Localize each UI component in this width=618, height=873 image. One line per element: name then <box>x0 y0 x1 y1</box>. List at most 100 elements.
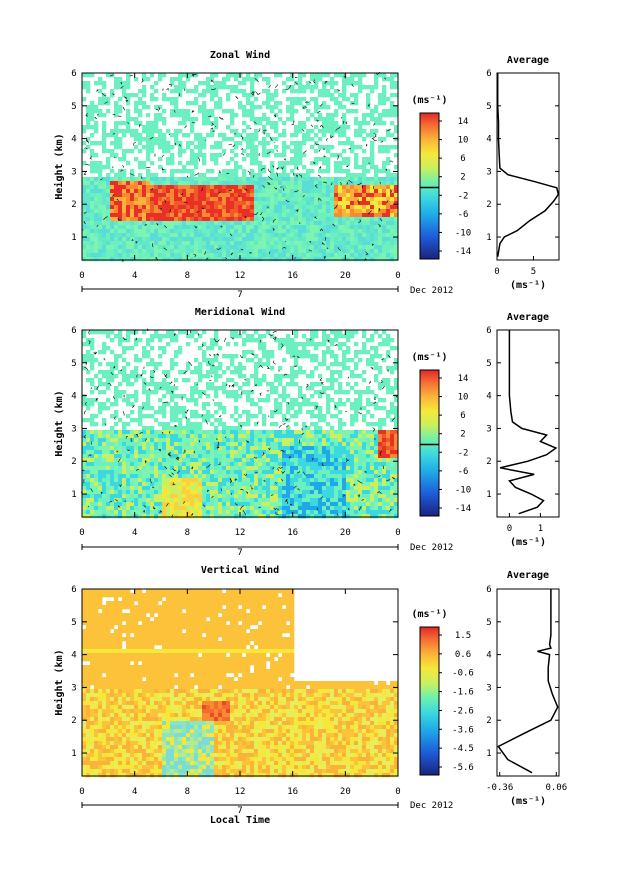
heatmap-cell <box>118 466 123 471</box>
heatmap-cell <box>142 101 147 106</box>
heatmap-cell <box>194 486 199 491</box>
heatmap-cell <box>226 470 231 475</box>
heatmap-cell <box>394 253 399 258</box>
heatmap-cell <box>190 386 195 391</box>
heatmap-cell <box>326 189 331 194</box>
heatmap-cell <box>286 502 291 507</box>
heatmap-cell <box>190 229 195 234</box>
heatmap-cell <box>130 434 135 439</box>
heatmap-cell <box>262 466 267 471</box>
heatmap-cell <box>238 438 243 443</box>
heatmap-cell <box>198 81 203 86</box>
heatmap-cell <box>202 390 207 395</box>
heatmap-cell <box>94 81 99 86</box>
heatmap-cell <box>158 482 163 487</box>
heatmap-cell <box>214 241 219 246</box>
heatmap-cell <box>178 346 183 351</box>
heatmap-cells <box>82 73 399 262</box>
heatmap-cell <box>118 193 123 198</box>
heatmap-cell <box>110 506 115 511</box>
heatmap-cell <box>258 121 263 126</box>
heatmap-cell <box>150 442 155 447</box>
heatmap-cell <box>110 205 115 210</box>
heatmap-cell <box>234 474 239 479</box>
heatmap-cell <box>302 354 307 359</box>
heatmap-cell <box>266 229 271 234</box>
heatmap-cell <box>254 145 259 150</box>
heatmap-cell <box>82 85 87 90</box>
heatmap-cell <box>134 253 139 258</box>
heatmap-cell <box>102 422 107 427</box>
heatmap-cell <box>222 213 227 218</box>
heatmap-cell <box>178 494 183 499</box>
heatmap-cell <box>310 358 315 363</box>
heatmap-cell <box>98 185 103 190</box>
heatmap-cell <box>126 237 131 242</box>
heatmap-cell <box>298 454 303 459</box>
heatmap-cell <box>90 474 95 479</box>
heatmap-cell <box>318 221 323 226</box>
heatmap-cell <box>318 93 323 98</box>
heatmap-cell <box>86 145 91 150</box>
heatmap-cell <box>86 474 91 479</box>
heatmap-cell <box>114 109 119 114</box>
heatmap-cell <box>134 330 139 335</box>
heatmap-cell <box>162 510 167 515</box>
heatmap-cell <box>130 217 135 222</box>
heatmap-cell <box>178 257 183 262</box>
heatmap-cell <box>270 177 275 182</box>
heatmap-cell <box>94 438 99 443</box>
heatmap-cell <box>178 113 183 118</box>
heatmap-cell <box>254 366 259 371</box>
heatmap-cell <box>150 221 155 226</box>
heatmap-cell <box>282 506 287 511</box>
heatmap-cell <box>202 193 207 198</box>
heatmap-cell <box>386 253 391 258</box>
heatmap-cell <box>354 81 359 86</box>
heatmap-cell <box>114 354 119 359</box>
heatmap-cell <box>350 197 355 202</box>
heatmap-cell <box>138 338 143 343</box>
heatmap-cell <box>94 510 99 515</box>
heatmap-cell <box>330 233 335 238</box>
heatmap-cell <box>210 133 215 138</box>
heatmap-cell <box>174 446 179 451</box>
heatmap-cell <box>126 197 131 202</box>
heatmap-cell <box>154 225 159 230</box>
heatmap-cell <box>378 257 383 262</box>
heatmap-cell <box>370 157 375 162</box>
heatmap-cell <box>186 189 191 194</box>
heatmap-cell <box>90 466 95 471</box>
heatmap-cell <box>174 430 179 435</box>
heatmap-cell <box>238 241 243 246</box>
heatmap-cell <box>186 498 191 503</box>
heatmap-cell <box>166 233 171 238</box>
heatmap-cell <box>370 241 375 246</box>
heatmap-cell <box>162 434 167 439</box>
heatmap-cell <box>226 229 231 234</box>
heatmap-cell <box>118 221 123 226</box>
heatmap-cell <box>130 249 135 254</box>
heatmap-cell <box>294 478 299 483</box>
heatmap-cell <box>242 201 247 206</box>
heatmap-cell <box>386 225 391 230</box>
heatmap-cell <box>246 225 251 230</box>
heatmap-cell <box>362 129 367 134</box>
heatmap-cell <box>186 145 191 150</box>
heatmap-cell <box>258 434 263 439</box>
heatmap-cell <box>286 458 291 463</box>
heatmap-cell <box>154 438 159 443</box>
heatmap-cell <box>134 189 139 194</box>
contour-line <box>144 224 147 226</box>
heatmap-cell <box>174 334 179 339</box>
heatmap-cell <box>170 394 175 399</box>
heatmap-cell <box>142 466 147 471</box>
heatmap-cell <box>146 157 151 162</box>
heatmap-cell <box>330 129 335 134</box>
heatmap-cell <box>290 149 295 154</box>
heatmap-cell <box>182 121 187 126</box>
heatmap-cell <box>190 225 195 230</box>
heatmap-cell <box>198 137 203 142</box>
heatmap-cell <box>394 237 399 242</box>
heatmap-cell <box>270 434 275 439</box>
